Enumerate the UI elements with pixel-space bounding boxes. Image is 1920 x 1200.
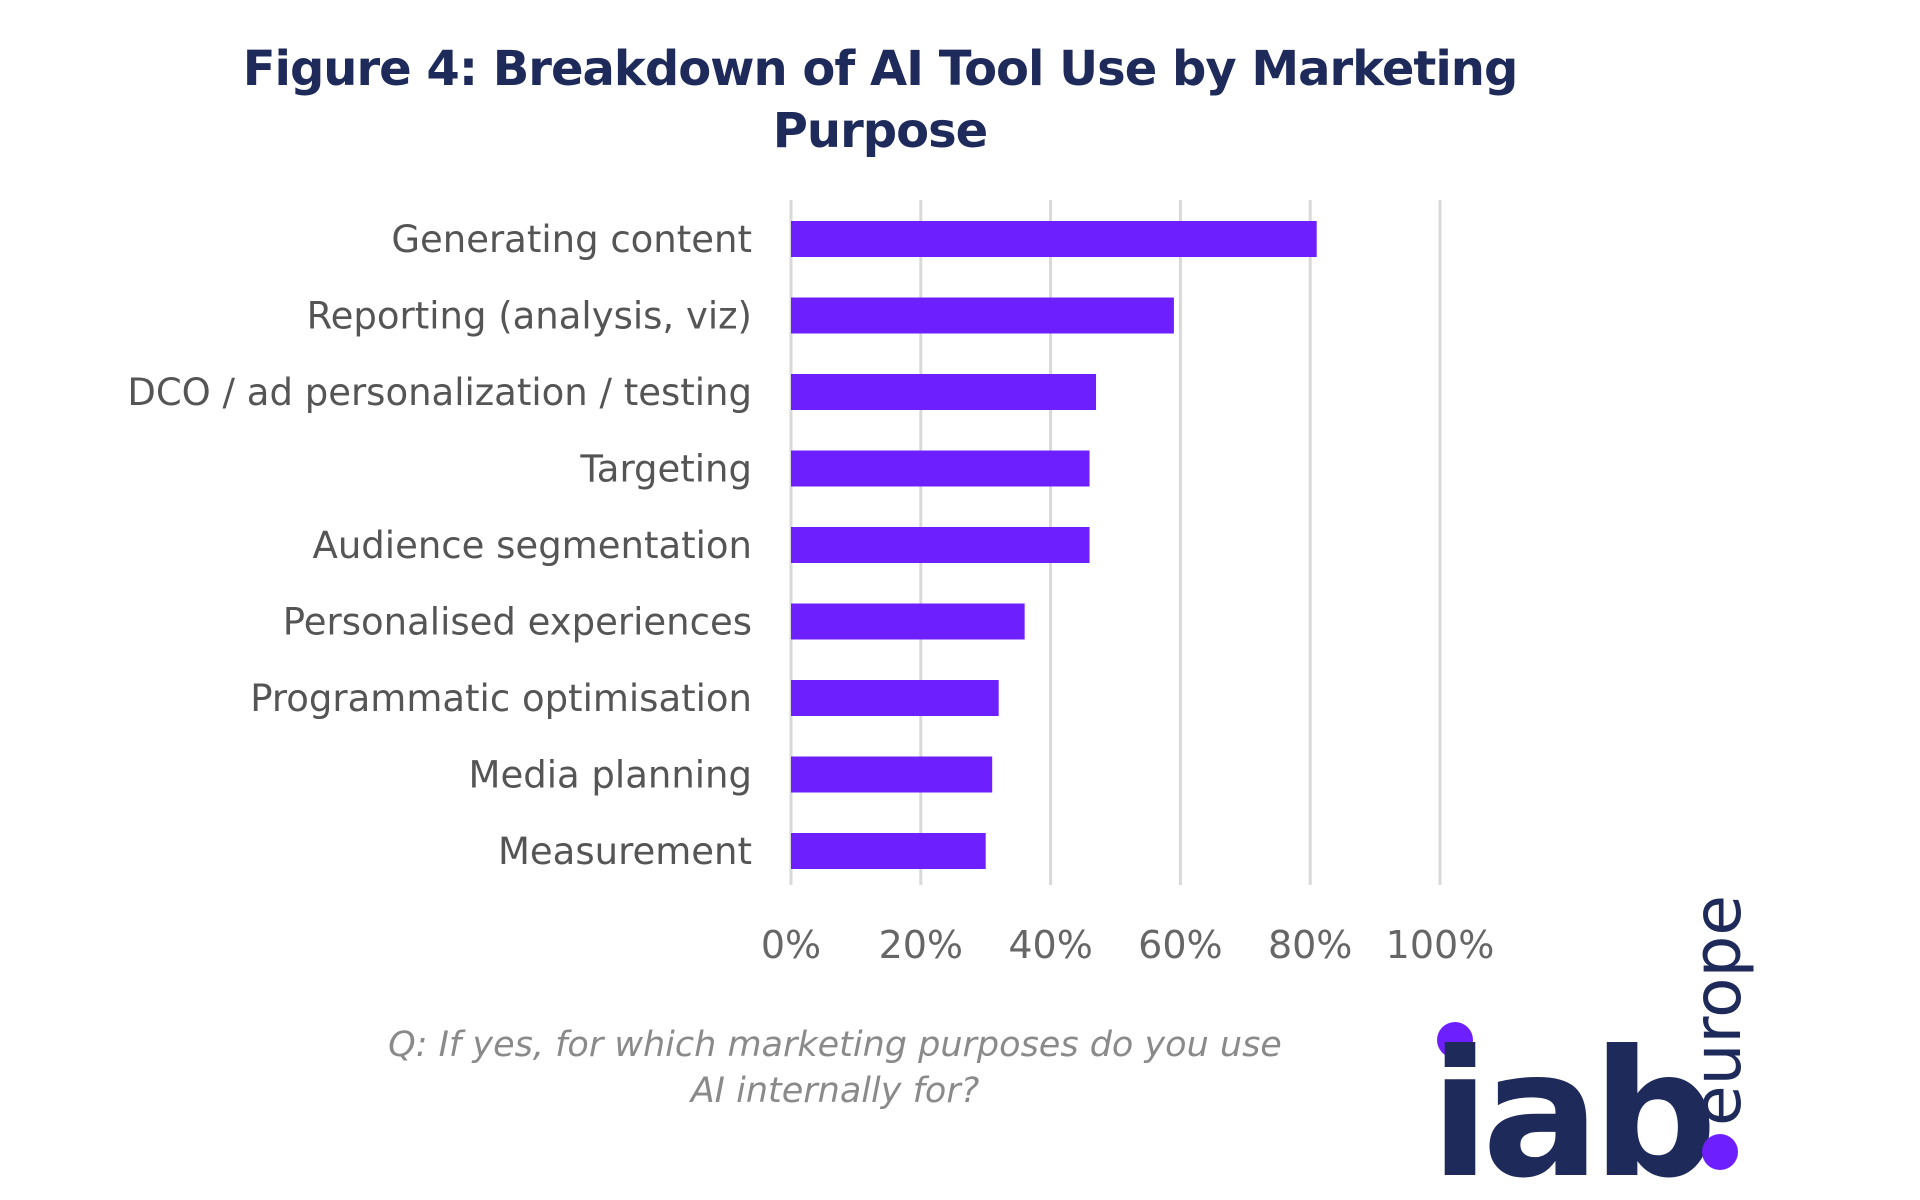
bar	[791, 374, 1097, 410]
survey-question-caption: Q: If yes, for which marketing purposes …	[388, 1025, 1282, 1111]
category-label: DCO / ad personalization / testing	[127, 371, 752, 414]
bar	[791, 833, 986, 869]
category-label: Personalised experiences	[283, 601, 752, 644]
svg-text:europe: europe	[1679, 895, 1756, 1126]
bar	[791, 527, 1090, 563]
chart-title: Figure 4: Breakdown of AI Tool Use by Ma…	[242, 41, 1519, 159]
category-label: Audience segmentation	[313, 524, 752, 567]
bar	[791, 450, 1090, 487]
x-tick-label: 100%	[1386, 923, 1495, 967]
category-label: Generating content	[391, 218, 752, 261]
bar	[791, 603, 1025, 640]
iab-europe-logo: iab europe	[1430, 895, 1756, 1190]
category-label: Media planning	[469, 754, 752, 797]
x-tick-label: 80%	[1268, 923, 1352, 967]
svg-text:iab: iab	[1430, 1014, 1710, 1190]
bar	[791, 680, 999, 716]
x-tick-label: 20%	[879, 923, 963, 967]
x-tick-label: 60%	[1138, 923, 1222, 967]
bar	[791, 297, 1174, 334]
category-label: Reporting (analysis, viz)	[307, 295, 752, 338]
category-label: Targeting	[579, 448, 752, 491]
x-tick-label: 40%	[1008, 923, 1092, 967]
x-tick-label: 0%	[761, 923, 821, 967]
bar	[791, 221, 1317, 257]
category-label: Programmatic optimisation	[250, 677, 752, 720]
category-label: Measurement	[498, 830, 752, 873]
bar	[791, 756, 993, 793]
